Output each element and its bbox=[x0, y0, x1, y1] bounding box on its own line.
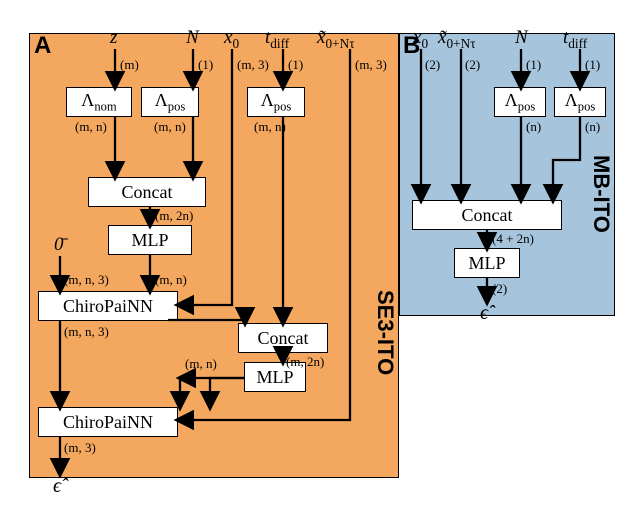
diagram-canvas: A B SE3-ITO MB-ITO z N x0 tdiff x̃0+Nτ Λ… bbox=[0, 0, 640, 505]
arrows-svg bbox=[0, 0, 640, 505]
